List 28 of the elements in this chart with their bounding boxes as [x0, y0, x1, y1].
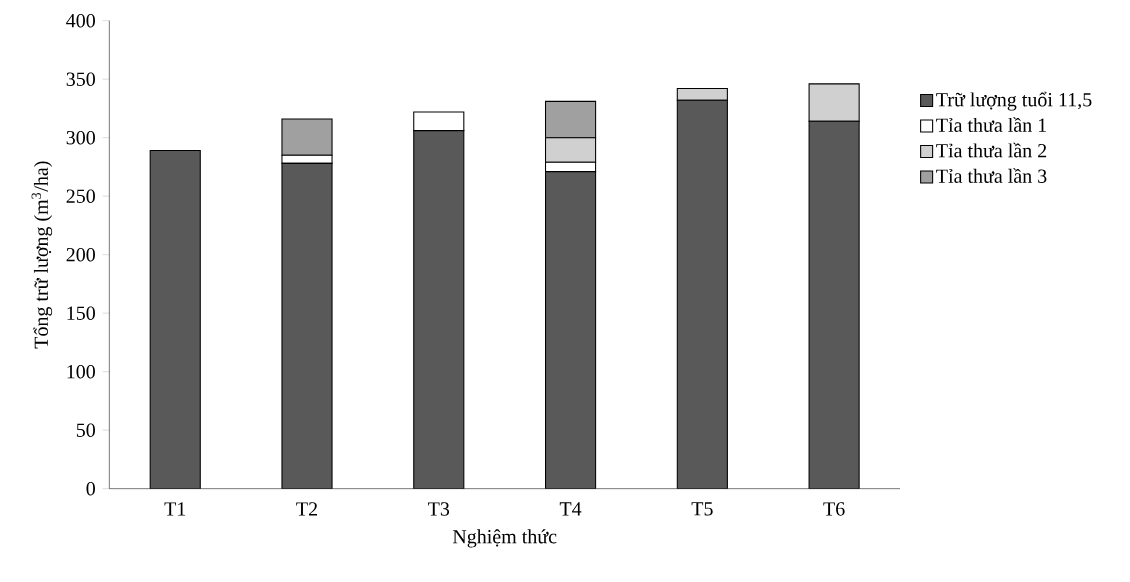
bar — [149, 150, 201, 489]
bar — [544, 171, 597, 489]
y-tick-label: 200 — [66, 247, 95, 262]
bar — [808, 120, 860, 489]
legend-label: Trữ lượng tuổi 11,5 — [936, 91, 1092, 111]
x-tick-label: T4 — [559, 502, 582, 516]
y-tick-label: 100 — [67, 364, 95, 379]
x-tick-label: T3 — [428, 502, 450, 516]
bar — [281, 162, 333, 489]
y-axis-title: Tổng trữ lượng (m$^{3}$/ha) — [31, 161, 53, 349]
x-tick-label: T5 — [691, 502, 713, 516]
x-axis-title: Nghiệm thức — [452, 529, 557, 548]
bar — [676, 99, 728, 489]
y-tick-label: 150 — [67, 306, 95, 320]
x-tick-label: T1 — [164, 502, 186, 516]
bar — [413, 130, 465, 489]
y-tick-label: 350 — [66, 72, 95, 86]
x-tick-label: T6 — [823, 502, 845, 516]
legend-label: Tỉa thưa lần 1 — [936, 117, 1047, 132]
legend-label: Tỉa thưa lần 2 — [936, 142, 1047, 158]
y-tick-label: 300 — [66, 130, 95, 145]
x-tick-label: T2 — [296, 502, 317, 516]
y-tick-label: 0 — [86, 481, 95, 496]
y-tick-label: 400 — [66, 13, 95, 28]
y-tick-label: 50 — [76, 423, 95, 437]
y-tick-label: 250 — [66, 189, 95, 203]
legend-label: Tỉa thưa lần 3 — [936, 168, 1047, 183]
bar — [413, 111, 465, 132]
